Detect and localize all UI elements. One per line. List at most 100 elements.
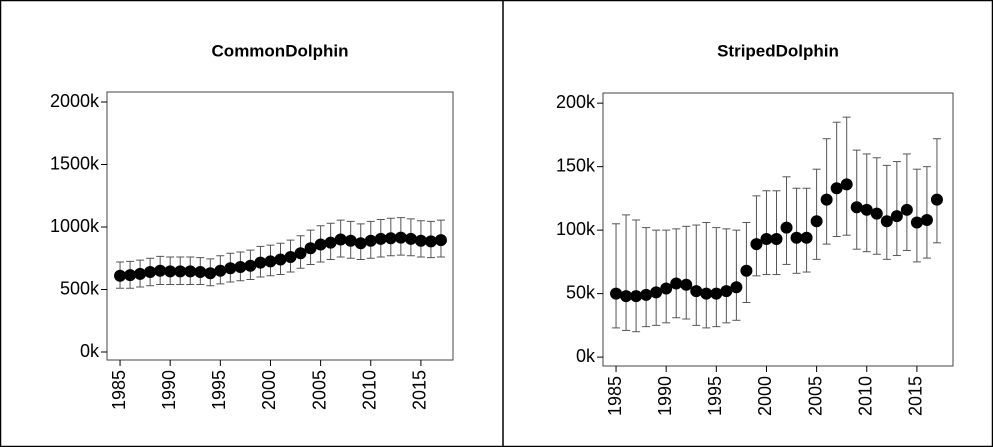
point [194,266,207,278]
x-tick-label: 2010 [360,370,380,410]
point [860,203,873,216]
point [304,242,317,255]
point [680,278,693,291]
point [740,264,753,277]
error-bar [862,153,871,253]
chart-title: CommonDolphin [212,41,349,60]
error-bar [822,138,831,245]
x-tick-label: 1990 [655,376,675,416]
point [424,235,437,248]
point [790,231,803,244]
error-bar [782,176,791,265]
point [890,210,903,223]
error-bar [902,153,911,251]
point [720,285,733,298]
error-bar [702,222,711,329]
point [114,269,127,282]
point [174,265,187,278]
y-tick-label: 150k [556,155,596,175]
point [870,207,883,220]
error-bar [622,214,631,331]
y-tick-label: 1500k [50,153,100,173]
error-bar [742,222,751,304]
y-tick-label: 1000k [50,216,100,236]
x-tick-label: 2005 [805,376,825,416]
point [910,216,923,229]
error-bar [752,195,761,277]
point [730,281,743,294]
point [234,261,247,273]
point [184,265,197,278]
point [640,288,653,301]
point [830,182,843,195]
x-tick-label: 2010 [856,376,876,416]
error-bar [912,168,921,263]
y-tick-label: 100k [556,219,596,239]
error-bar [762,190,771,276]
point [660,282,673,295]
point [810,215,823,228]
point [710,287,723,300]
y-tick-label: 50k [566,282,596,302]
error-bar [852,149,861,250]
x-tick-label: 1995 [705,376,725,416]
error-bar [722,228,731,324]
point [760,233,773,246]
error-bar [632,219,641,333]
point [224,262,237,275]
error-bar [652,229,661,326]
plot-frame [106,91,454,361]
point [164,265,177,278]
point [374,232,387,245]
x-tick-label: 2005 [309,370,329,410]
x-tick-label: 1990 [159,370,179,410]
point [434,234,447,247]
error-bar [922,166,931,259]
error-bar [812,168,821,260]
error-bar [732,229,741,321]
error-bar [832,121,841,237]
point [254,256,267,269]
point [344,234,357,247]
y-tick-label: 200k [556,92,596,112]
point [650,286,663,299]
point [204,267,217,280]
error-bar [792,187,801,274]
point [920,213,933,226]
point [630,290,643,303]
point [154,264,167,277]
x-tick-label: 1985 [605,376,625,416]
error-bar [662,229,671,324]
x-tick-label: 2000 [755,376,775,416]
point [850,201,863,214]
error-bar [892,161,901,257]
y-tick-label: 0k [80,341,100,361]
error-bar [872,157,881,255]
point [394,231,407,244]
point [314,238,327,251]
error-bar [932,138,941,244]
point [800,231,813,244]
point [354,237,367,250]
error-bar [692,224,701,326]
plot-frame [602,92,954,367]
point [840,178,853,191]
point [364,234,377,247]
error-bar [682,225,691,320]
y-tick-label: 500k [60,278,100,298]
point [930,193,943,206]
point [414,234,427,247]
point [820,193,833,206]
x-tick-label: 2015 [410,370,430,410]
point [384,232,397,245]
point [294,247,307,260]
point [770,233,783,246]
x-tick-label: 1985 [109,370,129,410]
x-tick-label: 2015 [906,376,926,416]
point [610,287,623,300]
y-tick-label: 0k [576,346,596,366]
point [620,290,633,303]
point [264,255,277,268]
error-bar [672,228,681,319]
